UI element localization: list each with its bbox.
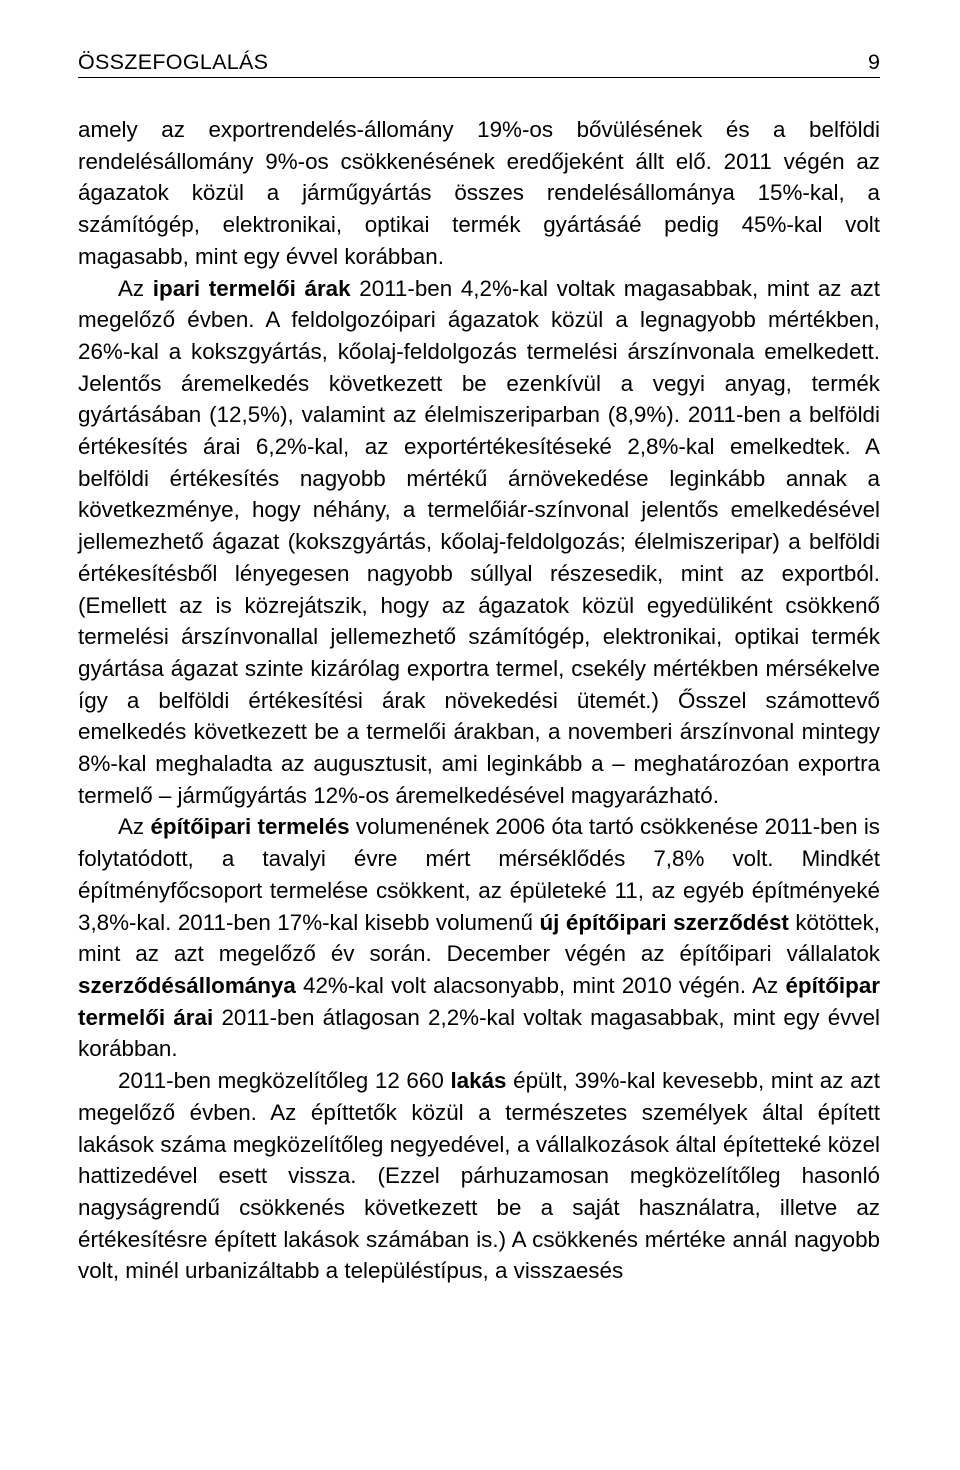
bold-term-szerzodesallomany: szerződésállománya [78,973,296,998]
paragraph-3: Az építőipari termelés volumenének 2006 … [78,811,880,1065]
bold-term-lakas: lakás [450,1068,506,1093]
page-header: ÖSSZEFOGLALÁS 9 [78,50,880,78]
text-run: Az [118,814,150,839]
header-title: ÖSSZEFOGLALÁS [78,50,268,75]
document-page: ÖSSZEFOGLALÁS 9 amely az exportrendelés-… [0,0,960,1470]
text-run: 2011-ben megközelítőleg 12 660 [118,1068,450,1093]
bold-term-epitoipari-termeles: építőipari termelés [150,814,349,839]
text-run: 2011-ben 4,2%-kal voltak magasabbak, min… [78,276,880,808]
text-run: 42%-kal volt alacsonyabb, mint 2010 végé… [296,973,786,998]
bold-term-uj-szerzodes: új építőipari szerződést [539,910,788,935]
paragraph-1: amely az exportrendelés-állomány 19%-os … [78,114,880,273]
body-text: amely az exportrendelés-állomány 19%-os … [78,114,880,1287]
text-run: Az [118,276,153,301]
paragraph-2: Az ipari termelői árak 2011-ben 4,2%-kal… [78,273,880,812]
text-run: épült, 39%-kal kevesebb, mint az azt meg… [78,1068,880,1283]
page-number: 9 [868,50,880,75]
bold-term-ipari: ipari termelői árak [153,276,351,301]
paragraph-4: 2011-ben megközelítőleg 12 660 lakás épü… [78,1065,880,1287]
text-run: amely az exportrendelés-állomány 19%-os … [78,117,880,269]
